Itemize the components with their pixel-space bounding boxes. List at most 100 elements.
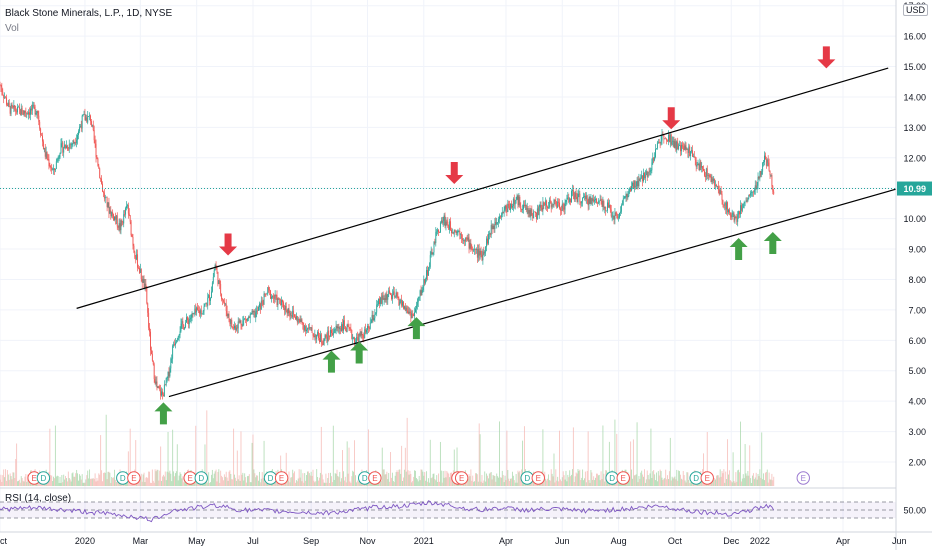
upper-trendline[interactable] — [76, 67, 889, 309]
time-axis[interactable]: Oct2020MarMayJulSepNov2021AprJunAugOctDe… — [0, 531, 932, 546]
candle-body — [241, 324, 243, 327]
volume-bar — [726, 479, 728, 486]
candle-body — [376, 304, 378, 313]
volume-bar — [396, 470, 398, 486]
volume-bar — [231, 479, 233, 486]
volume-bar — [500, 477, 502, 486]
red-down-arrow[interactable] — [219, 233, 238, 256]
green-up-arrow[interactable] — [350, 341, 369, 364]
candle-body — [593, 198, 595, 202]
volume-bar — [499, 421, 500, 486]
volume-bar — [95, 481, 97, 486]
candle-body — [476, 249, 478, 258]
candle-body — [196, 307, 198, 313]
volume-bar — [142, 474, 144, 486]
earnings-marker[interactable] — [700, 471, 714, 485]
volume-bar — [587, 431, 589, 486]
candle-body — [390, 292, 392, 295]
annotation-arrows[interactable] — [154, 46, 836, 425]
green-up-arrow[interactable] — [729, 238, 748, 261]
currency-badge[interactable]: USD — [902, 4, 928, 16]
volume-bar — [721, 471, 723, 486]
volume-bar — [213, 473, 215, 486]
earnings-marker[interactable] — [368, 471, 382, 485]
earnings-marker[interactable] — [531, 471, 545, 485]
dividend-marker[interactable] — [194, 471, 208, 485]
green-up-arrow[interactable] — [154, 402, 173, 425]
dividend-marker[interactable] — [36, 471, 51, 485]
candle-body — [517, 195, 519, 205]
last-price-tag[interactable] — [897, 181, 932, 196]
rsi-pane[interactable] — [0, 487, 896, 523]
red-down-arrow[interactable] — [662, 107, 681, 130]
candle-body — [655, 149, 656, 157]
earnings-marker[interactable] — [616, 471, 630, 485]
candle-body — [253, 311, 255, 313]
event-markers[interactable]: EDDEEDDEDEEEDEDEDEE — [27, 471, 810, 485]
green-up-arrow[interactable] — [407, 317, 426, 340]
symbol-title[interactable]: Black Stone Minerals, L.P., 1D, NYSE — [5, 8, 173, 19]
lower-trendline[interactable] — [168, 176, 932, 398]
candle-body — [10, 104, 12, 114]
red-down-arrow[interactable] — [445, 162, 464, 185]
candle-body — [210, 298, 211, 301]
volume-bar — [502, 474, 504, 486]
time-tick-label: 2022 — [750, 536, 770, 546]
volume-bar — [330, 472, 331, 486]
volume-bar — [129, 428, 131, 486]
candle-body — [330, 329, 331, 337]
candle-body — [95, 143, 97, 158]
volume-bar — [331, 476, 332, 486]
volume-bar — [210, 474, 212, 486]
time-tick-label: Nov — [359, 536, 376, 546]
candle-body — [423, 279, 425, 287]
candle-body — [427, 267, 429, 276]
candle-body — [675, 141, 677, 151]
volume-bar — [546, 480, 548, 486]
volume-bar — [494, 476, 496, 486]
trend-channel[interactable] — [76, 67, 932, 398]
candle-body — [172, 345, 174, 359]
candle-body — [251, 310, 253, 315]
candle-body — [260, 300, 262, 310]
candle-body — [358, 333, 360, 344]
price-axis[interactable]: 2.003.004.005.006.007.008.009.0010.0011.… — [895, 0, 932, 550]
earnings-marker[interactable] — [454, 471, 469, 485]
volume-bar — [310, 471, 312, 486]
earnings-marker[interactable] — [796, 471, 810, 485]
volume-label[interactable]: Vol — [5, 23, 19, 34]
volume-bar — [150, 482, 151, 486]
candle-body — [581, 201, 583, 204]
volume-bar — [85, 479, 87, 486]
volume-bar — [746, 475, 748, 486]
candle-body — [29, 112, 30, 115]
green-up-arrow[interactable] — [763, 231, 782, 254]
price-tick-label: 7.00 — [908, 305, 926, 315]
volume-bar — [185, 480, 187, 486]
candle-body — [283, 302, 284, 309]
earnings-marker[interactable] — [274, 471, 289, 485]
candle-body — [674, 141, 676, 148]
green-up-arrow[interactable] — [322, 350, 341, 373]
candle-body — [35, 113, 37, 115]
candle-body — [215, 264, 217, 268]
candle-body — [527, 208, 529, 214]
candle-body — [323, 340, 325, 345]
volume-bar — [406, 417, 408, 486]
volume-bar — [107, 471, 109, 486]
red-down-arrow[interactable] — [817, 46, 836, 69]
rsi-label[interactable]: RSI (14, close) — [5, 493, 72, 504]
volume-bar — [752, 473, 754, 486]
earnings-marker[interactable] — [127, 471, 141, 485]
volume-bar — [80, 479, 82, 486]
candle-body — [202, 311, 204, 314]
volume-bar — [642, 474, 644, 486]
candle-body — [360, 331, 362, 336]
volume-bar — [272, 482, 274, 486]
candle-body — [698, 164, 700, 171]
candle-body — [82, 114, 84, 116]
candle-body — [230, 319, 232, 324]
candle-body — [538, 207, 540, 215]
candle-body — [313, 335, 315, 338]
